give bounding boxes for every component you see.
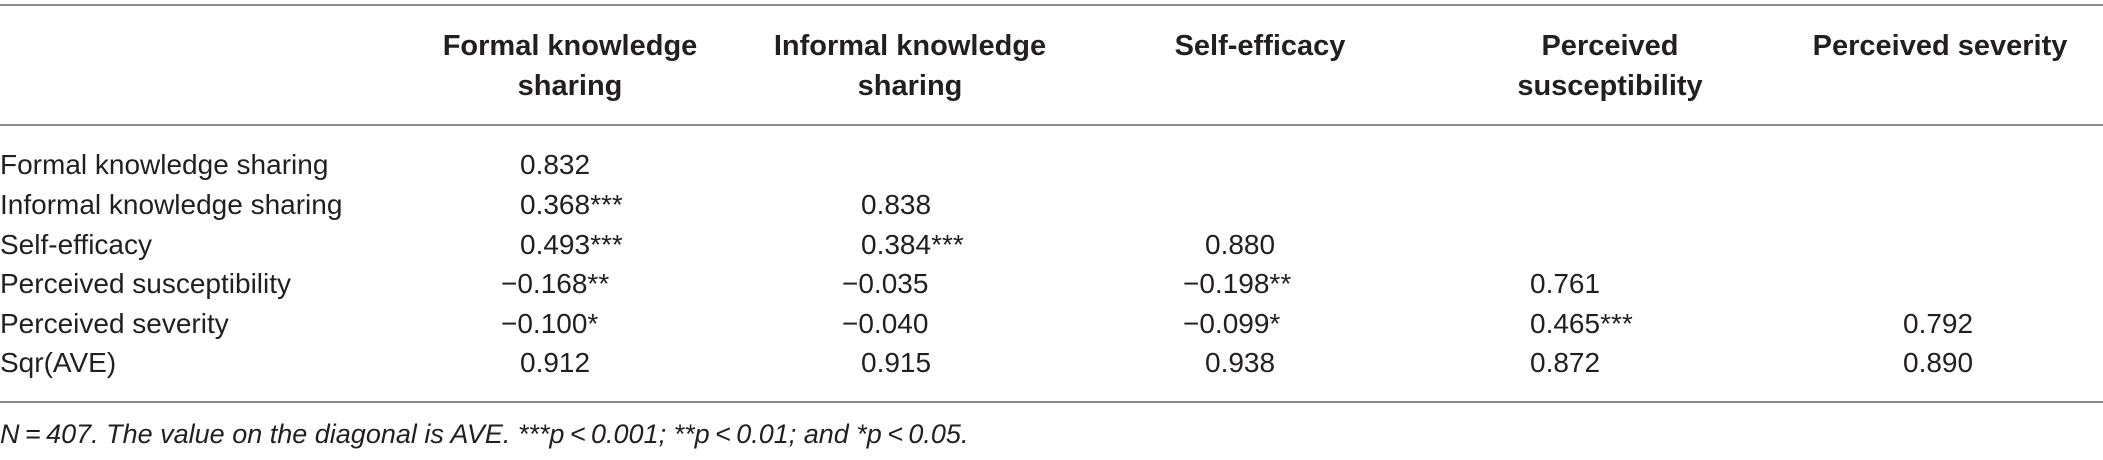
column-header-perceived-severity: Perceived severity [1812,30,2068,62]
table-cell: 0.465*** [1530,308,1633,339]
column-header-formal-knowledge-sharing: Formal knowledge sharing [442,30,698,102]
table-cell: 0.912 [520,347,591,378]
table-cell: 0.368*** [520,189,623,220]
table-footnote: N = 407. The value on the diagonal is AV… [0,419,969,449]
table-cell: 0.938 [1205,347,1276,378]
header-rule [0,124,2103,126]
table-cell: 0.832 [520,149,591,180]
table-cell: 0.384*** [861,229,964,260]
row-label: Informal knowledge sharing [0,189,343,220]
top-rule [0,4,2103,6]
table-cell: 0.493*** [520,229,623,260]
table-cell: −0.168** [501,268,610,299]
table-cell: 0.915 [861,347,932,378]
row-label: Sqr(AVE) [0,347,117,378]
row-label: Perceived severity [0,308,229,339]
table-cell: 0.890 [1903,347,1974,378]
table-cell: 0.872 [1530,347,1601,378]
table-cell: −0.100* [501,308,599,339]
row-label: Self-efficacy [0,229,152,260]
table-cell: −0.035 [842,268,929,299]
row-label: Perceived susceptibility [0,268,292,299]
table-cell: 0.880 [1205,229,1276,260]
table-cell: 0.838 [861,189,932,220]
table-cell: 0.792 [1903,308,1974,339]
table-cell: 0.761 [1530,268,1601,299]
column-header-perceived-susceptibility: Perceived susceptibility [1517,30,1703,102]
bottom-rule [0,401,2103,403]
column-header-informal-knowledge-sharing: Informal knowledge sharing [773,30,1047,102]
table-cell: −0.198** [1183,268,1292,299]
table-cell: −0.040 [842,308,929,339]
column-header-self-efficacy: Self-efficacy [1174,30,1346,62]
table-cell: −0.099* [1183,308,1281,339]
row-label: Formal knowledge sharing [0,149,329,180]
